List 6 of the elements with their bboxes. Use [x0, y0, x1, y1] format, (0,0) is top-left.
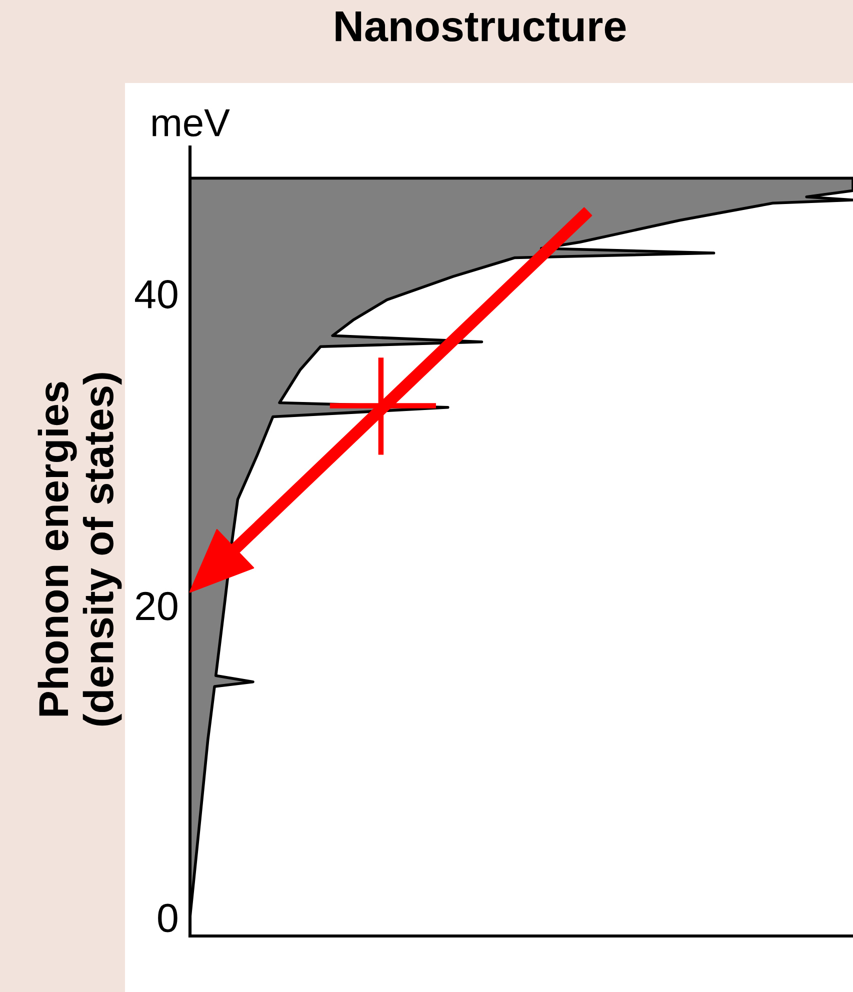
y-tick-label: 0: [158, 904, 178, 932]
text: meV: [152, 109, 230, 137]
y-axis-title: Phonon energies (density of states): [38, 373, 122, 726]
y-tick-label: 20: [136, 592, 178, 620]
chart-title: Nanostructure: [336, 12, 626, 42]
y-tick-label: 40: [135, 280, 178, 309]
